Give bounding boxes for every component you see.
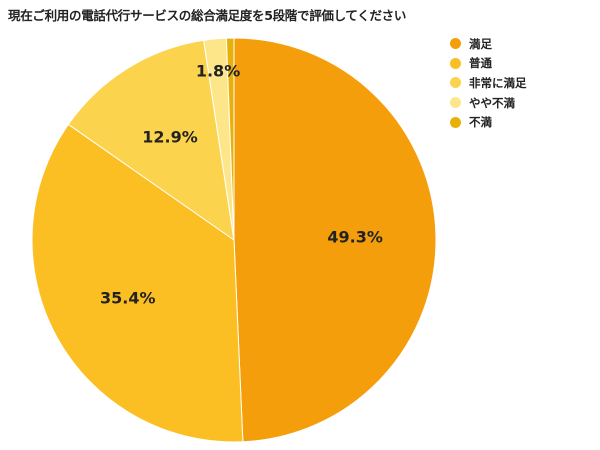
chart-title: 現在ご利用の電話代行サービスの総合満足度を5段階で評価してください [8,8,407,23]
pie-slice [233,37,437,443]
slice-value-label: 1.8% [195,61,241,81]
legend-item: 不満 [450,112,527,132]
legend-swatch-icon [450,116,461,128]
legend-swatch-icon [450,77,461,89]
legend-item: やや不満 [450,93,527,113]
legend: 満足 普通 非常に満足 やや不満 不満 [450,34,527,132]
legend-swatch-icon [450,57,461,69]
legend-swatch-icon [450,97,461,109]
legend-item: 普通 [450,54,527,74]
pie-slice [67,39,235,242]
legend-item: 非常に満足 [450,73,527,93]
pie-slice [225,37,235,241]
slice-value-label: 12.9% [142,127,198,147]
legend-swatch-icon [450,38,461,50]
slice-value-label: 35.4% [100,288,156,308]
slice-value-label: 49.3% [327,227,383,247]
legend-item: 満足 [450,34,527,54]
pie-slice [31,123,244,443]
